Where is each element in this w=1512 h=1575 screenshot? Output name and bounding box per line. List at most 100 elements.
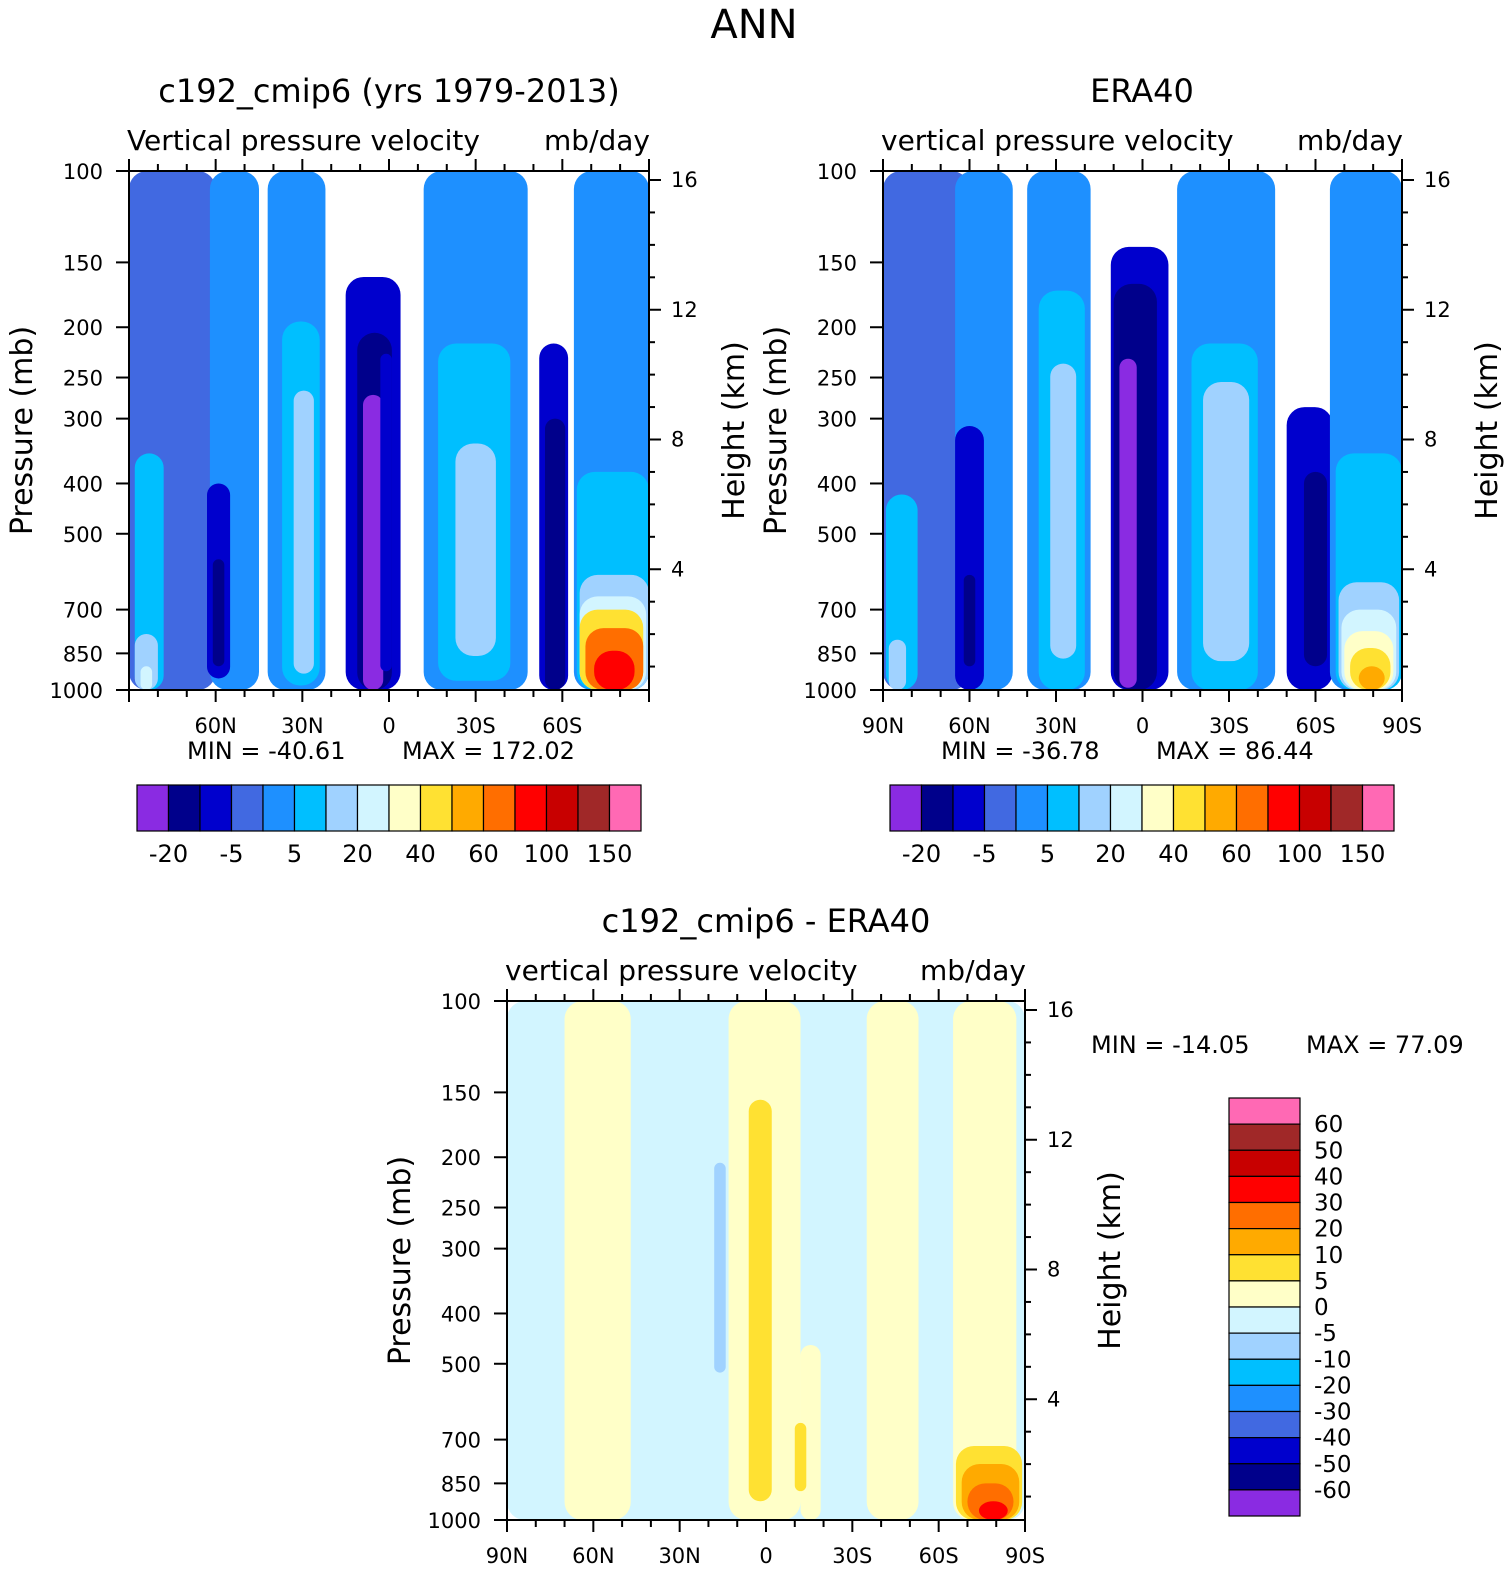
y-tick-label: 500 [441, 1353, 481, 1377]
x-tick-label: 30N [658, 1544, 700, 1568]
colorbar-swatch [482, 784, 516, 832]
colorbar-label: 20 [342, 840, 373, 868]
x-tick-label: 30S [456, 714, 496, 738]
x-tick-label: 60S [1295, 714, 1335, 738]
colorbar-label: 60 [1221, 840, 1252, 868]
x-tick-label: 60S [542, 714, 582, 738]
x-tick-label: 60N [194, 714, 236, 738]
colorbar-label: 40 [1314, 1164, 1343, 1190]
colorbar-swatch [1141, 784, 1175, 832]
colorbar-label: 20 [1095, 840, 1126, 868]
subtitle-variable: vertical pressure velocity [505, 954, 858, 987]
colorbar-swatch [577, 784, 611, 832]
y-tick-label: 200 [441, 1146, 481, 1170]
colorbar-label: -50 [1314, 1452, 1352, 1478]
right-tick-label: 4 [1424, 557, 1437, 581]
contour-region [963, 574, 976, 667]
right-tick-label: 12 [1047, 1128, 1074, 1152]
colorbar-swatch [293, 784, 327, 832]
panel-title: c192_cmip6 - ERA40 [602, 902, 931, 940]
colorbar-label: -5 [973, 840, 997, 868]
right-tick-label: 8 [1424, 428, 1437, 452]
max-label: MAX = 77.09 [1306, 1031, 1464, 1059]
colorbar-swatch [1228, 1280, 1301, 1308]
contour-region [955, 426, 984, 690]
x-tick-label: 60N [572, 1544, 614, 1568]
colorbar-swatch [1228, 1306, 1301, 1334]
min-label: MIN = -40.61 [187, 737, 345, 765]
right-tick-label: 4 [1047, 1387, 1060, 1411]
y-tick-label: 300 [63, 408, 103, 432]
colorbar-swatch [1235, 784, 1269, 832]
right-axis-label: Height (km) [1470, 341, 1505, 520]
colorbar-label: 40 [1158, 840, 1189, 868]
colorbar-swatch [1298, 784, 1332, 832]
colorbar-swatch [1228, 1410, 1301, 1439]
contour-region [1358, 666, 1385, 690]
x-tick-label: 90N [862, 714, 904, 738]
colorbar-swatch [983, 784, 1017, 832]
contour-region [978, 1501, 1008, 1520]
right-tick-label: 8 [671, 428, 684, 452]
contour-region [212, 559, 225, 667]
colorbar-label: -40 [1314, 1426, 1352, 1452]
x-tick-label: 30S [832, 1544, 872, 1568]
right-tick-label: 12 [1424, 298, 1451, 322]
contour-region [866, 1001, 919, 1520]
colorbar-swatch [1172, 784, 1206, 832]
colorbar-swatch [608, 784, 642, 832]
subtitle-units: mb/day [1297, 124, 1403, 157]
y-tick-label: 400 [63, 472, 103, 496]
colorbar-label: 60 [1314, 1112, 1343, 1138]
y-tick-label: 500 [817, 523, 857, 547]
colorbar-swatch [1046, 784, 1080, 832]
max-label: MAX = 86.44 [1156, 737, 1314, 765]
colorbar-swatch [136, 784, 170, 832]
colorbar-label: -20 [1314, 1373, 1352, 1399]
colorbar-swatch [451, 784, 485, 832]
contour-region [953, 1001, 1017, 1520]
min-label: MIN = -36.78 [941, 737, 1099, 765]
subtitle-variable: Vertical pressure velocity [127, 124, 480, 157]
contour-field [883, 171, 1402, 690]
subtitle-variable: vertical pressure velocity [881, 124, 1234, 157]
y-tick-label: 150 [63, 251, 103, 275]
colorbar-swatch [1228, 1463, 1301, 1491]
colorbar-label: -20 [149, 840, 188, 868]
y-tick-label: 200 [817, 316, 857, 340]
contour-region [564, 1001, 631, 1520]
panel-title: ERA40 [1090, 72, 1194, 110]
colorbar-swatch [1078, 784, 1112, 832]
colorbar-swatch [1228, 1254, 1301, 1282]
min-label: MIN = -14.05 [1091, 1031, 1249, 1059]
y-tick-label: 100 [63, 160, 103, 184]
colorbar-swatch [1228, 1489, 1301, 1517]
colorbar-swatch [1228, 1097, 1301, 1125]
right-tick-label: 4 [671, 557, 684, 581]
contour-region [1119, 358, 1137, 688]
x-tick-label: 0 [382, 714, 395, 738]
colorbar-swatch [1228, 1437, 1301, 1465]
contour-region [140, 666, 153, 690]
contour-region [714, 1162, 726, 1373]
colorbar-swatch [889, 784, 923, 832]
right-tick-label: 16 [671, 168, 698, 192]
colorbar-swatch [1228, 1149, 1301, 1177]
y-tick-label: 250 [441, 1197, 481, 1221]
colorbar-label: -5 [220, 840, 244, 868]
colorbar-label: 30 [1314, 1191, 1343, 1217]
contour-region [545, 418, 566, 690]
y-tick-label: 850 [817, 642, 857, 666]
y-tick-label: 850 [441, 1472, 481, 1496]
panel-title: c192_cmip6 (yrs 1979-2013) [158, 72, 620, 110]
colorbar-label: 10 [1314, 1243, 1343, 1269]
colorbar-swatch [419, 784, 453, 832]
colorbar-label: 5 [1040, 840, 1055, 868]
colorbar-swatch [356, 784, 390, 832]
colorbar-swatch [545, 784, 579, 832]
contour-field [507, 1001, 1025, 1520]
colorbar-label: 20 [1314, 1217, 1343, 1243]
right-axis-label: Height (km) [717, 341, 752, 520]
colorbar-label: 100 [524, 840, 570, 868]
